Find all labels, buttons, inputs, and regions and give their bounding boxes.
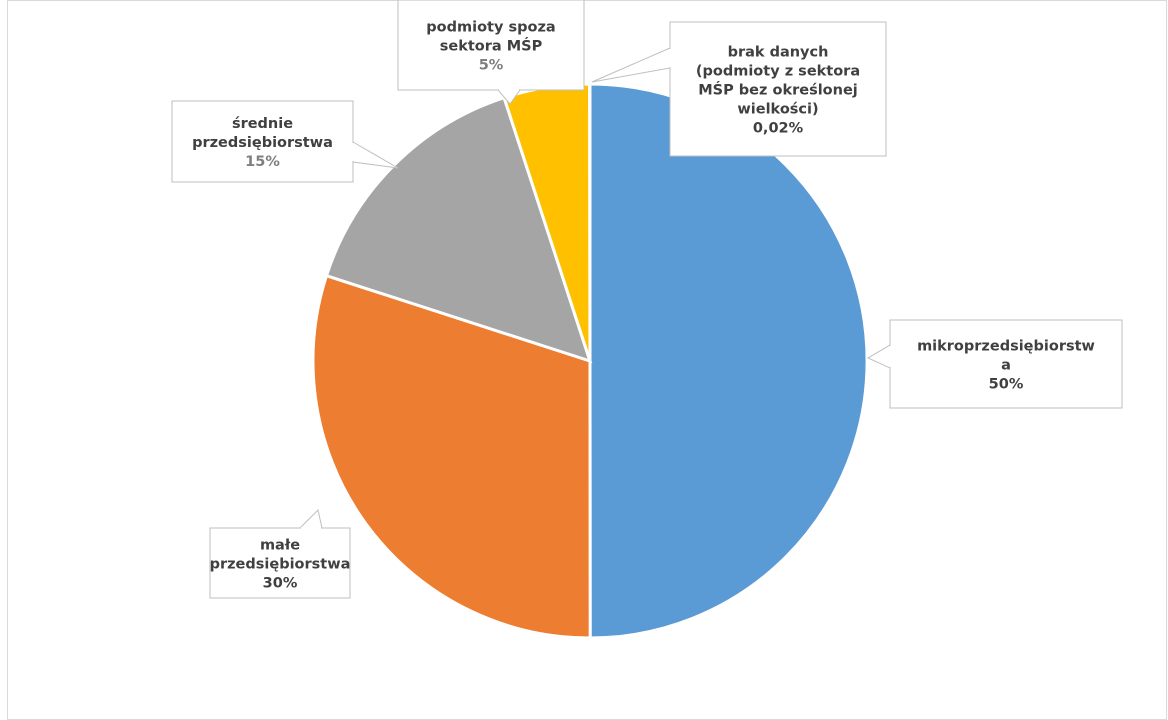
callout-label-srednie: średnie xyxy=(232,116,293,132)
callout-pointer-srednie xyxy=(353,142,398,168)
callout-label-mikro: mikroprzedsiębiorstw xyxy=(917,339,1095,355)
callout-label-brak: wielkości) xyxy=(737,102,818,118)
pie-slice-mikro xyxy=(590,84,867,638)
callout-label-brak: brak danych xyxy=(728,45,829,61)
callout-value-mikro: 50% xyxy=(989,377,1024,393)
callout-pointer-mikro xyxy=(868,345,890,368)
callout-label-spoza: sektora MŚP xyxy=(440,37,543,55)
callout-label-spoza: podmioty spoza xyxy=(426,20,555,36)
callout-label-male: małe xyxy=(260,538,300,554)
callout-label-srednie: przedsiębiorstwa xyxy=(192,135,333,151)
callout-value-spoza: 5% xyxy=(479,58,504,74)
callout-value-brak: 0,02% xyxy=(753,121,804,137)
callout-value-srednie: 15% xyxy=(245,154,280,170)
callout-male: małe przedsiębiorstwa 30% xyxy=(210,510,351,598)
callout-srednie: średnie przedsiębiorstwa 15% xyxy=(172,101,398,182)
callout-mikro: mikroprzedsiębiorstw a 50% xyxy=(868,320,1122,408)
callout-label-male: przedsiębiorstwa xyxy=(210,557,351,573)
callout-label-brak: (podmioty z sektora xyxy=(696,64,860,80)
callout-value-male: 30% xyxy=(263,576,298,592)
callout-label-mikro: a xyxy=(1001,358,1011,374)
callout-label-brak: MŚP bez określonej xyxy=(698,81,858,99)
callout-pointer-male xyxy=(300,510,322,528)
callout-pointer-brak xyxy=(592,48,670,82)
